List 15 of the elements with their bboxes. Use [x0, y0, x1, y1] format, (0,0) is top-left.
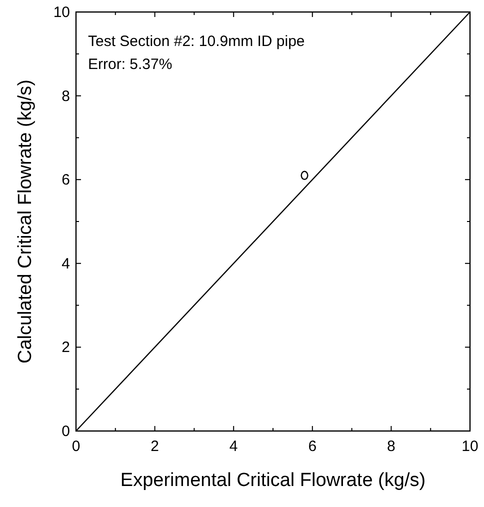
y-tick-label: 10	[53, 4, 70, 21]
x-tick-label: 2	[150, 438, 159, 455]
y-tick-label: 8	[62, 88, 70, 105]
x-tick-label: 10	[462, 438, 478, 455]
x-tick-label: 4	[229, 438, 238, 455]
x-tick-label: 8	[387, 438, 396, 455]
annotation: Error: 5.37%	[88, 56, 172, 73]
y-tick-label: 6	[62, 172, 70, 189]
x-tick-label: 6	[308, 438, 317, 455]
y-tick-label: 2	[62, 339, 70, 356]
annotation: Test Section #2: 10.9mm ID pipe	[88, 33, 305, 50]
x-axis-title: Experimental Critical Flowrate (kg/s)	[120, 470, 426, 491]
y-tick-label: 0	[62, 423, 70, 440]
y-tick-label: 4	[62, 255, 70, 272]
y-axis-title: Calculated Critical Flowrate (kg/s)	[15, 79, 36, 364]
